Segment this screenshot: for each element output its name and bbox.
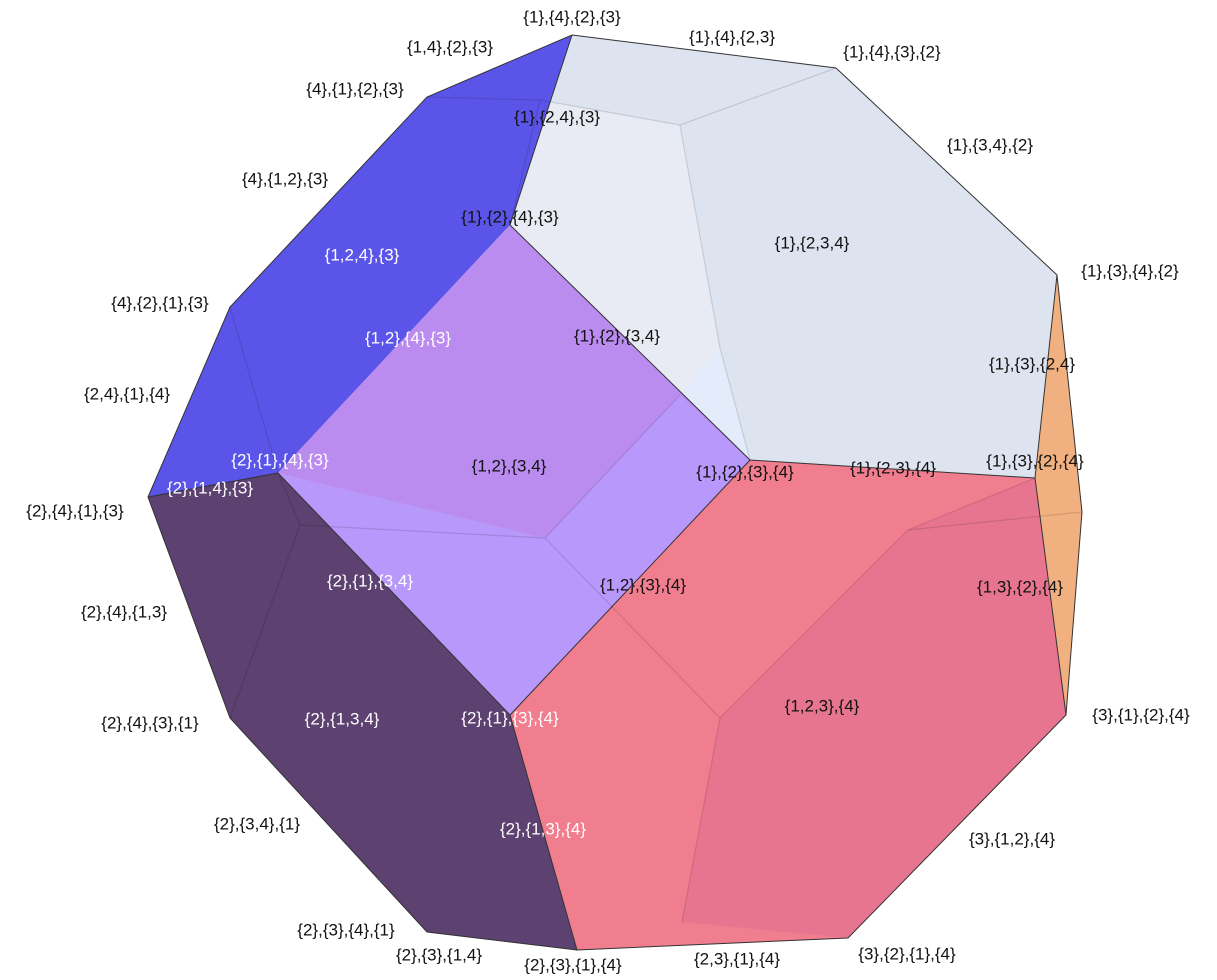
vertex-label: {1},{2},{3,4} (574, 326, 660, 345)
vertex-label: {2},{1},{4},{3} (231, 450, 329, 469)
vertex-label: {1,2,4},{3} (325, 245, 400, 264)
vertex-label: {1},{2},{3},{4} (696, 462, 794, 481)
vertex-label: {1,4},{2},{3} (407, 37, 493, 56)
vertex-label: {1},{2,4},{3} (514, 107, 600, 126)
vertex-label: {2,3},{1},{4} (694, 949, 780, 968)
page: {"labels": [ "{1},{4},{2},{3}", "{1},{4}… (0, 0, 1217, 980)
vertex-label: {3},{1,2},{4} (969, 829, 1055, 848)
vertex-label: {1},{4},{2,3} (689, 27, 775, 46)
vertex-label: {3},{2},{1},{4} (858, 944, 956, 963)
vertex-label: {2,4},{1},{4} (84, 384, 170, 403)
vertex-label: {1,2},{3},{4} (600, 575, 686, 594)
vertex-label: {4},{1,2},{3} (242, 169, 328, 188)
vertex-label: {1,2},{3,4} (472, 456, 547, 475)
vertex-label: {2},{1,4},{3} (167, 478, 253, 497)
vertex-label: {1,2,3},{4} (785, 696, 860, 715)
vertex-label: {2},{1},{3},{4} (461, 708, 559, 727)
vertex-label: {2},{4},{3},{1} (101, 713, 199, 732)
vertex-label: {1,2},{4},{3} (365, 328, 451, 347)
vertex-label: {2},{1,3},{4} (500, 819, 586, 838)
vertex-label: {2},{3},{4},{1} (297, 920, 395, 939)
polytope-diagram: {1},{4},{2},{3} {1},{4},{2,3} {1},{4},{3… (0, 0, 1217, 980)
vertex-label: {1,3},{2},{4} (977, 577, 1063, 596)
vertex-label: {2},{1},{3,4} (327, 571, 413, 590)
vertex-label: {2},{3},{1,4} (396, 945, 482, 964)
vertex-label: {2},{3,4},{1} (214, 814, 300, 833)
vertex-label: {3},{1},{2},{4} (1092, 705, 1190, 724)
vertex-label: {1},{3},{2,4} (989, 354, 1075, 373)
vertex-label: {1},{3},{4},{2} (1081, 261, 1179, 280)
vertex-label: {2},{3},{1},{4} (524, 955, 622, 974)
vertex-label: {4},{1},{2},{3} (306, 79, 404, 98)
vertex-label: {1},{2,3},{4} (850, 458, 936, 477)
vertex-label: {4},{2},{1},{3} (111, 293, 209, 312)
vertex-label: {1},{4},{2},{3} (523, 7, 621, 26)
vertex-label: {2},{1,3,4} (305, 709, 380, 728)
vertex-label: {1},{4},{3},{2} (843, 42, 941, 61)
vertex-label: {1},{2},{4},{3} (461, 207, 559, 226)
vertex-label: {1},{3,4},{2} (947, 135, 1033, 154)
vertex-label: {2},{4},{1,3} (81, 602, 167, 621)
vertex-label: {2},{4},{1},{3} (26, 501, 124, 520)
vertex-label: {1},{3},{2},{4} (986, 451, 1084, 470)
vertex-label: {1},{2,3,4} (775, 233, 850, 252)
